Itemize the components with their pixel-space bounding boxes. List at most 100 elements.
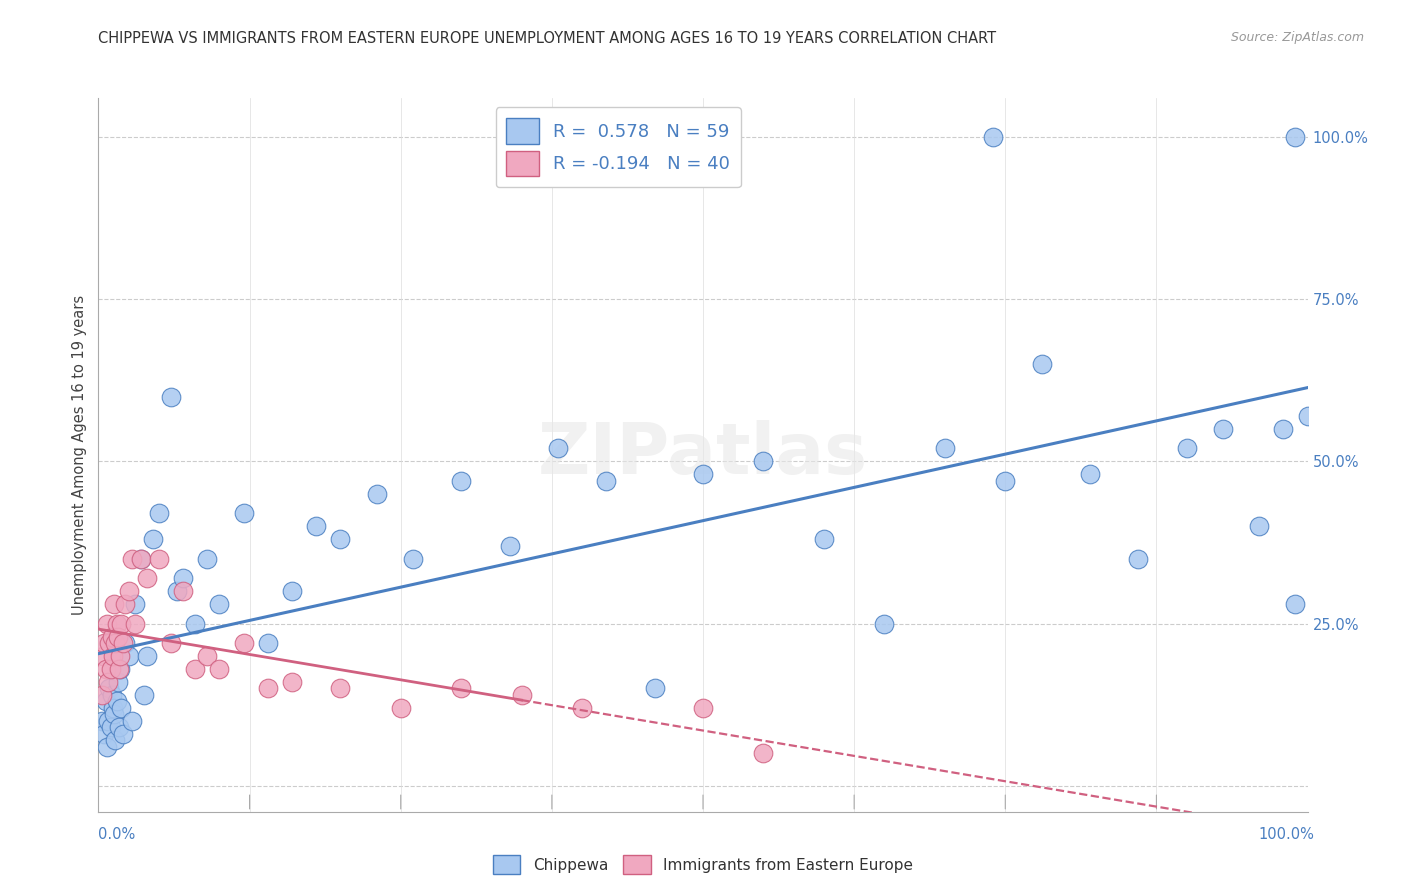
Text: 100.0%: 100.0%	[1258, 827, 1315, 841]
Point	[148, 506, 170, 520]
Point	[160, 390, 183, 404]
Point	[129, 551, 152, 566]
Point	[98, 681, 121, 696]
Point	[1175, 442, 1198, 456]
Point	[97, 714, 120, 728]
Point	[389, 701, 412, 715]
Point	[118, 648, 141, 663]
Point	[96, 616, 118, 631]
Point	[104, 636, 127, 650]
Point	[105, 694, 128, 708]
Point	[1128, 551, 1150, 566]
Point	[232, 636, 254, 650]
Point	[329, 533, 352, 547]
Point	[1078, 467, 1101, 482]
Point	[134, 688, 156, 702]
Point	[994, 474, 1017, 488]
Point	[934, 442, 956, 456]
Point	[692, 701, 714, 715]
Point	[1284, 597, 1306, 611]
Point	[813, 533, 835, 547]
Point	[110, 616, 132, 631]
Point	[571, 701, 593, 715]
Point	[107, 675, 129, 690]
Point	[1296, 409, 1319, 423]
Point	[96, 739, 118, 754]
Point	[166, 584, 188, 599]
Point	[135, 571, 157, 585]
Point	[100, 662, 122, 676]
Point	[100, 688, 122, 702]
Point	[121, 714, 143, 728]
Point	[121, 551, 143, 566]
Point	[1212, 422, 1234, 436]
Point	[450, 681, 472, 696]
Point	[1272, 422, 1295, 436]
Point	[366, 487, 388, 501]
Point	[93, 727, 115, 741]
Point	[184, 616, 207, 631]
Point	[1031, 357, 1053, 371]
Point	[124, 597, 146, 611]
Point	[873, 616, 896, 631]
Point	[644, 681, 666, 696]
Point	[135, 648, 157, 663]
Point	[208, 597, 231, 611]
Point	[118, 584, 141, 599]
Point	[103, 707, 125, 722]
Point	[114, 597, 136, 611]
Text: Source: ZipAtlas.com: Source: ZipAtlas.com	[1230, 31, 1364, 45]
Point	[1284, 130, 1306, 145]
Y-axis label: Unemployment Among Ages 16 to 19 years: Unemployment Among Ages 16 to 19 years	[72, 295, 87, 615]
Point	[101, 648, 124, 663]
Point	[111, 636, 134, 650]
Point	[111, 727, 134, 741]
Point	[172, 584, 194, 599]
Point	[450, 474, 472, 488]
Point	[107, 630, 129, 644]
Point	[91, 688, 114, 702]
Point	[256, 636, 278, 650]
Point	[142, 533, 165, 547]
Point	[1249, 519, 1271, 533]
Point	[100, 720, 122, 734]
Point	[305, 519, 328, 533]
Point	[148, 551, 170, 566]
Point	[510, 688, 533, 702]
Text: ZIPatlas: ZIPatlas	[538, 420, 868, 490]
Point	[94, 694, 117, 708]
Point	[91, 648, 114, 663]
Point	[752, 454, 775, 468]
Legend: Chippewa, Immigrants from Eastern Europe: Chippewa, Immigrants from Eastern Europe	[486, 849, 920, 880]
Point	[402, 551, 425, 566]
Point	[184, 662, 207, 676]
Point	[547, 442, 569, 456]
Point	[172, 571, 194, 585]
Point	[97, 675, 120, 690]
Point	[108, 648, 131, 663]
Point	[103, 597, 125, 611]
Point	[108, 720, 131, 734]
Point	[329, 681, 352, 696]
Text: CHIPPEWA VS IMMIGRANTS FROM EASTERN EUROPE UNEMPLOYMENT AMONG AGES 16 TO 19 YEAR: CHIPPEWA VS IMMIGRANTS FROM EASTERN EURO…	[98, 31, 997, 46]
Point	[232, 506, 254, 520]
Point	[100, 630, 122, 644]
Point	[160, 636, 183, 650]
Point	[498, 539, 520, 553]
Point	[94, 662, 117, 676]
Point	[93, 636, 115, 650]
Point	[752, 747, 775, 761]
Point	[114, 636, 136, 650]
Point	[101, 701, 124, 715]
Point	[281, 675, 304, 690]
Point	[108, 662, 131, 676]
Point	[692, 467, 714, 482]
Point	[104, 733, 127, 747]
Point	[91, 714, 114, 728]
Point	[281, 584, 304, 599]
Point	[595, 474, 617, 488]
Point	[195, 551, 218, 566]
Point	[256, 681, 278, 696]
Point	[98, 636, 121, 650]
Legend: R =  0.578   N = 59, R = -0.194   N = 40: R = 0.578 N = 59, R = -0.194 N = 40	[496, 107, 741, 187]
